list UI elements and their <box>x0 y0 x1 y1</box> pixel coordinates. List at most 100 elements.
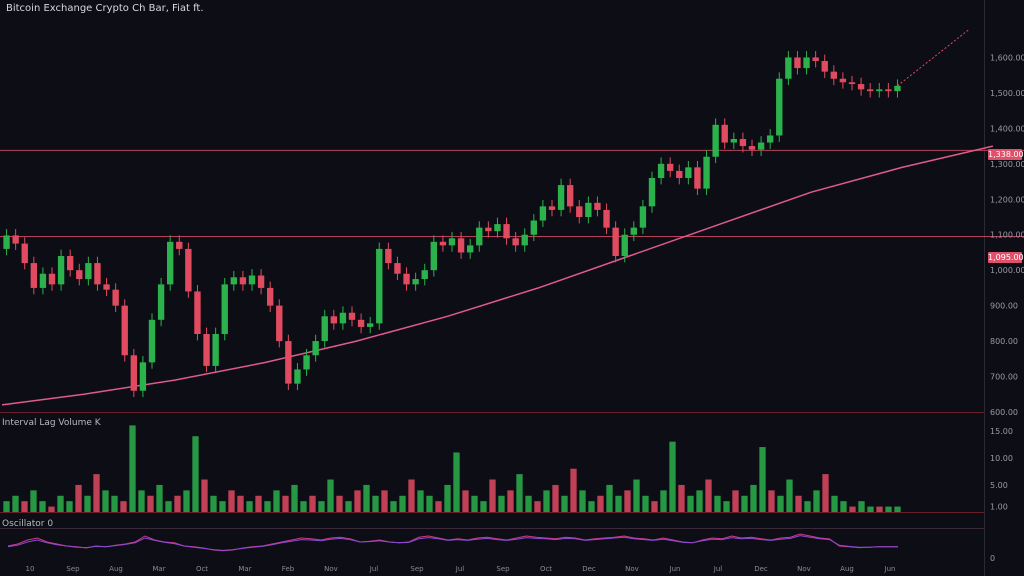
candle-body <box>394 263 401 274</box>
candle <box>76 263 83 286</box>
candle-body <box>730 139 737 143</box>
candle <box>512 231 519 252</box>
volume-bar <box>516 474 523 512</box>
candle <box>103 277 110 297</box>
volume-bar <box>75 484 82 512</box>
volume-bar <box>138 490 145 512</box>
x-tick-label: Sep <box>496 565 510 573</box>
volume-bar <box>12 495 19 512</box>
candle <box>394 256 401 281</box>
candle <box>176 235 183 256</box>
volume-bar <box>309 495 316 512</box>
candle <box>439 235 447 252</box>
candle-body <box>357 319 365 327</box>
candle <box>694 160 701 196</box>
volume-bar <box>417 490 424 512</box>
volume-bar <box>804 501 811 512</box>
candle-body <box>267 287 274 306</box>
chart-title: Bitcoin Exchange Crypto Ch Bar, Fiat ft. <box>6 3 204 14</box>
volume-bar <box>174 495 181 512</box>
volume-bar <box>696 490 703 512</box>
candle-body <box>512 238 519 246</box>
x-tick-label: Mar <box>152 565 165 573</box>
candle <box>494 217 501 238</box>
volume-bar <box>192 436 199 512</box>
candle-body <box>67 256 74 271</box>
volume-bar <box>534 501 541 512</box>
volume-bar <box>237 495 244 512</box>
candle-body <box>539 206 547 221</box>
price-tick-label: 1,600.00 <box>990 53 1024 62</box>
candle <box>639 199 647 235</box>
x-tick-label: Sep <box>410 565 424 573</box>
candle <box>612 221 619 263</box>
candle-body <box>276 305 283 342</box>
candle-body <box>621 234 628 256</box>
candle <box>485 221 492 238</box>
volume-bar <box>381 490 388 512</box>
volume-bar <box>597 495 604 512</box>
candle <box>221 277 228 341</box>
candle <box>730 132 737 149</box>
x-tick-label: Aug <box>109 565 123 573</box>
candle <box>703 150 710 196</box>
candle <box>621 228 628 263</box>
candle-body <box>612 227 619 256</box>
volume-bar <box>39 501 46 512</box>
candle-body <box>567 185 574 207</box>
candle <box>567 178 574 213</box>
candle-body <box>848 82 856 85</box>
x-tick-label: Feb <box>282 565 295 573</box>
candle <box>367 316 374 334</box>
volume-bar <box>669 441 676 512</box>
candle-body <box>257 275 265 288</box>
candle-body <box>557 185 565 210</box>
volume-bar <box>759 447 766 512</box>
candle <box>830 65 837 86</box>
x-tick-label: Nov <box>797 565 811 573</box>
candle <box>876 82 883 98</box>
candle-body <box>94 263 101 285</box>
candle-body <box>767 135 774 143</box>
candle-body <box>721 124 728 143</box>
volume-bar <box>336 495 343 512</box>
candle-body <box>212 334 219 366</box>
candle <box>648 171 656 213</box>
candle <box>776 72 783 142</box>
candle <box>421 263 428 286</box>
volume-bar <box>543 490 550 512</box>
volume-bar <box>795 495 802 512</box>
volume-bar <box>21 501 28 512</box>
volume-bar <box>678 484 685 512</box>
volume-bar <box>453 452 460 512</box>
candle-body <box>448 238 456 246</box>
volume-bar <box>390 501 397 512</box>
candle <box>257 269 265 295</box>
volume-bar <box>48 506 55 512</box>
candle-body <box>794 57 801 69</box>
volume-bar <box>372 495 379 512</box>
candle <box>148 313 156 369</box>
candle <box>794 51 801 75</box>
volume-bar <box>867 506 874 512</box>
candle-body <box>21 243 28 264</box>
candle <box>630 221 637 242</box>
volume-bar <box>30 490 37 512</box>
volume-bar <box>219 501 226 512</box>
candle-body <box>757 142 765 150</box>
candle-body <box>85 263 92 280</box>
volume-bar <box>156 484 163 512</box>
candle-body <box>39 273 47 288</box>
candle <box>185 242 192 298</box>
volume-bar <box>705 479 712 512</box>
volume-bar <box>264 501 271 512</box>
price-tick-label: 1,200.00 <box>990 195 1024 204</box>
candle-body <box>821 61 828 72</box>
candle <box>457 231 465 259</box>
candle-body <box>712 124 719 157</box>
candle-body <box>576 206 583 217</box>
price-tick-label: 600.00 <box>990 408 1018 417</box>
candle <box>885 82 892 98</box>
volume-bar <box>147 495 154 512</box>
